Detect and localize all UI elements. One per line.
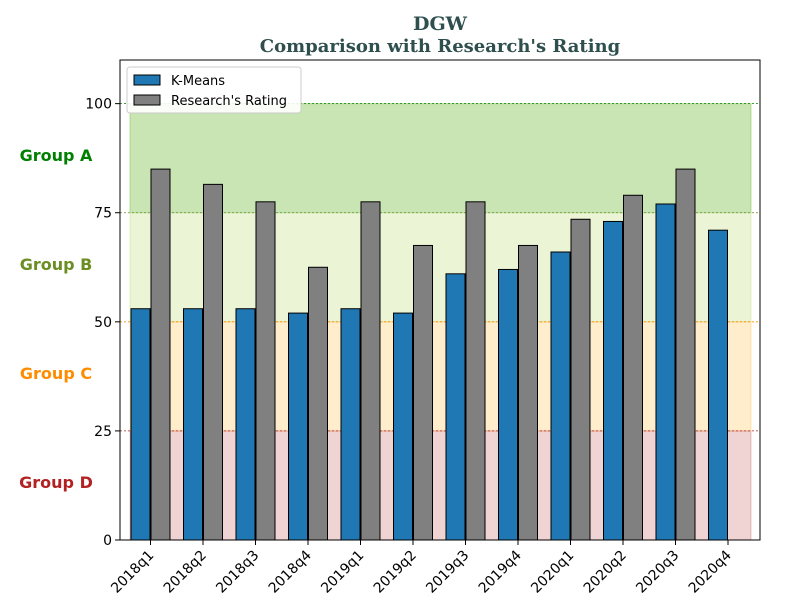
bar-kmeans-2019q2 <box>393 312 413 541</box>
bar-research-2019q2 <box>413 244 433 541</box>
bar-research-2020q3 <box>675 168 696 541</box>
bar-kmeans-2018q2 <box>183 308 203 541</box>
chart-subtitle: Comparison with Research's Rating <box>260 36 621 57</box>
chart-title: DGW <box>413 13 468 35</box>
bar-kmeans-2020q4 <box>708 229 728 541</box>
bar-kmeans-2019q4 <box>498 268 518 541</box>
bar-research-2020q2 <box>623 194 643 541</box>
legend-label-research: Research's Rating <box>171 94 287 109</box>
y-tick-label: 0 <box>103 533 112 549</box>
x-tick-label: 2018q4 <box>266 547 315 596</box>
bar-research-2018q1 <box>150 168 171 541</box>
group-label-group-c: Group C <box>20 364 92 383</box>
bar-research-2018q4 <box>308 266 328 541</box>
x-tick-label: 2020q1 <box>528 548 577 597</box>
x-tick-label: 2019q1 <box>318 548 367 597</box>
bar-research-2019q1 <box>360 201 381 541</box>
bar-research-2020q1 <box>570 218 591 541</box>
group-label-group-d: Group D <box>19 473 93 492</box>
bar-kmeans-2020q3 <box>655 203 676 541</box>
bar-kmeans-2020q1 <box>550 251 571 541</box>
legend-swatch-research <box>133 94 161 106</box>
bar-kmeans-2018q1 <box>130 308 151 541</box>
band-group-a <box>129 103 752 214</box>
x-tick-label: 2020q4 <box>686 547 735 596</box>
bar-kmeans-2018q3 <box>235 308 256 541</box>
legend-label-kmeans: K-Means <box>171 74 225 89</box>
legend-swatch-kmeans <box>133 74 161 86</box>
x-tick-label: 2019q2 <box>371 548 420 597</box>
plot-frame <box>119 59 761 541</box>
x-tick-label: 2020q3 <box>633 548 682 597</box>
bar-kmeans-2019q3 <box>445 273 466 541</box>
x-tick-label: 2019q3 <box>423 548 472 597</box>
bar-kmeans-2019q1 <box>340 308 361 541</box>
bar-kmeans-2018q4 <box>288 312 308 541</box>
y-tick-label: 100 <box>85 97 112 113</box>
bar-research-2018q3 <box>255 201 276 541</box>
plot-area: 0 25 50 75 100 2018q1 2018q2 2018q3 2018q4 2019q1… <box>19 59 761 597</box>
group-label-group-b: Group B <box>20 255 93 274</box>
bar-kmeans-2020q2 <box>603 220 623 541</box>
x-tick-label: 2018q1 <box>108 548 157 597</box>
legend-box <box>126 66 302 114</box>
group-label-group-a: Group A <box>20 146 93 165</box>
bar-research-2019q4 <box>518 244 538 541</box>
x-tick-label: 2019q4 <box>476 547 525 596</box>
x-tick-label: 2018q3 <box>213 548 262 597</box>
band-group-d <box>129 430 752 541</box>
bar-research-2019q3 <box>465 201 486 541</box>
y-tick-label: 25 <box>94 424 112 440</box>
y-tick-label: 75 <box>94 206 112 222</box>
x-tick-label: 2018q2 <box>161 548 210 597</box>
bar-research-2018q2 <box>203 183 223 541</box>
y-tick-label: 50 <box>94 315 112 331</box>
x-tick-label: 2020q2 <box>581 548 630 597</box>
